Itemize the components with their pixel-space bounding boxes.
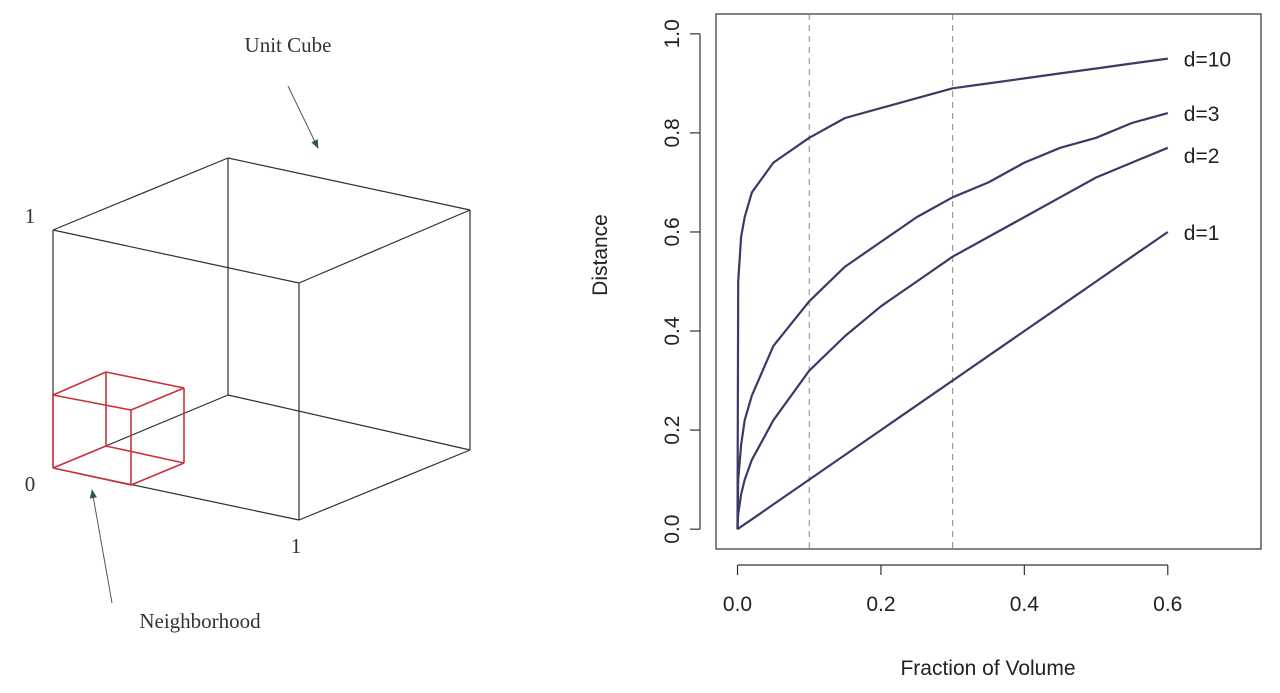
x-axis-title: Fraction of Volume: [900, 657, 1075, 680]
y-tick-label: 0.2: [661, 416, 684, 445]
y-tick-label: 0.0: [661, 515, 684, 544]
cube-edge: [227, 157, 471, 211]
top-tick-label: 1: [25, 204, 36, 228]
cube-edge: [52, 157, 229, 231]
neighborhood-cube: [52, 371, 185, 486]
neighborhood-edge: [105, 445, 185, 464]
cube-edge: [298, 449, 471, 521]
neighborhood-edge: [52, 371, 107, 396]
unit-cube-illustration: [52, 157, 471, 521]
origin-tick-label: 0: [25, 472, 36, 496]
plot-frame: [715, 13, 1262, 550]
distance-chart: d=10d=3d=2d=1 0.0 0.2 0.4 0.6 0.00.20.40.60…: [589, 13, 1262, 680]
y-tick-label: 1.0: [661, 19, 684, 48]
neighborhood-label: Neighborhood: [139, 609, 261, 633]
right-tick-label: 1: [291, 534, 302, 558]
cube-edge: [298, 209, 471, 284]
neighborhood-edge: [52, 467, 132, 486]
x-tick-label: 0.4: [1010, 593, 1040, 616]
neighborhood-edge: [130, 462, 185, 486]
reference-lines: [808, 14, 954, 549]
unit-cube-arrow: [287, 85, 319, 149]
y-tick-label: 0.4: [661, 316, 684, 346]
y-tick-label: 0.6: [661, 217, 684, 246]
y-tick-label: 0.8: [661, 118, 684, 147]
neighborhood-arrow: [89, 489, 113, 604]
series-line: [736, 112, 1169, 530]
x-tick-label: 0.6: [1153, 593, 1182, 616]
series-line: [736, 57, 1168, 530]
neighborhood-edge: [105, 371, 185, 389]
unit-cube-label: Unit Cube: [245, 33, 332, 57]
series-line: [736, 231, 1169, 531]
y-axis-title: Distance: [589, 214, 612, 296]
series-line: [736, 146, 1169, 530]
x-tick-label: 0.2: [866, 593, 895, 616]
series-label: d=1: [1184, 222, 1220, 245]
series-label: d=2: [1184, 145, 1220, 168]
x-axis: 0.0 0.2 0.4 0.6: [723, 564, 1182, 616]
series-labels: d=10 d=3 d=2 d=1: [1184, 49, 1231, 245]
series-lines: [736, 57, 1169, 531]
x-tick-label: 0.0: [723, 593, 752, 616]
cube-edge: [227, 394, 471, 451]
series-label: d=10: [1184, 49, 1231, 72]
cube-edge: [52, 229, 300, 284]
neighborhood-edge: [130, 387, 185, 411]
neighborhood-edge: [52, 445, 107, 469]
neighborhood-edge: [52, 394, 132, 411]
y-axis: 0.0 0.2 0.4 0.6 0.8 1.0: [661, 19, 701, 544]
series-label: d=3: [1184, 103, 1220, 126]
